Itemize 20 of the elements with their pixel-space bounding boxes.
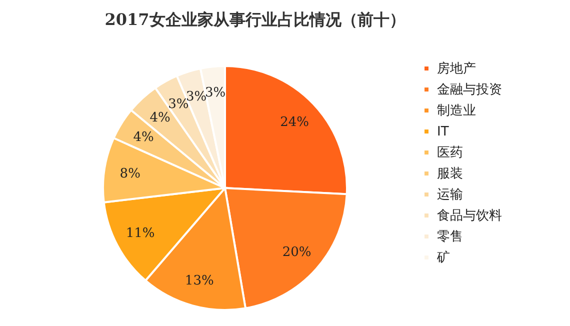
data-label: 4% xyxy=(133,130,154,146)
legend-label: 食品与饮料 xyxy=(437,208,502,224)
data-label: 3% xyxy=(168,97,189,112)
data-label: 11% xyxy=(126,226,155,242)
data-label: 13% xyxy=(184,274,214,289)
legend-label: 运输 xyxy=(437,188,463,202)
data-label: 8% xyxy=(120,166,140,182)
data-label: 20% xyxy=(282,244,312,260)
legend-label: 矿 xyxy=(436,250,450,266)
legend-label: 制造业 xyxy=(437,104,476,118)
chart-title: 2017女企业家从事行业占比情况（前十） xyxy=(104,10,406,29)
data-label: 3% xyxy=(204,85,226,100)
legend-label: IT xyxy=(437,124,449,140)
legend-label: 医药 xyxy=(437,146,463,160)
legend-label: 金融与投资 xyxy=(437,82,502,98)
legend-label: 零售 xyxy=(437,230,463,244)
data-label: 4% xyxy=(150,110,170,126)
legend-label: 服装 xyxy=(437,166,463,182)
legend-label: 房地产 xyxy=(437,60,476,76)
data-label: 24% xyxy=(280,114,310,130)
